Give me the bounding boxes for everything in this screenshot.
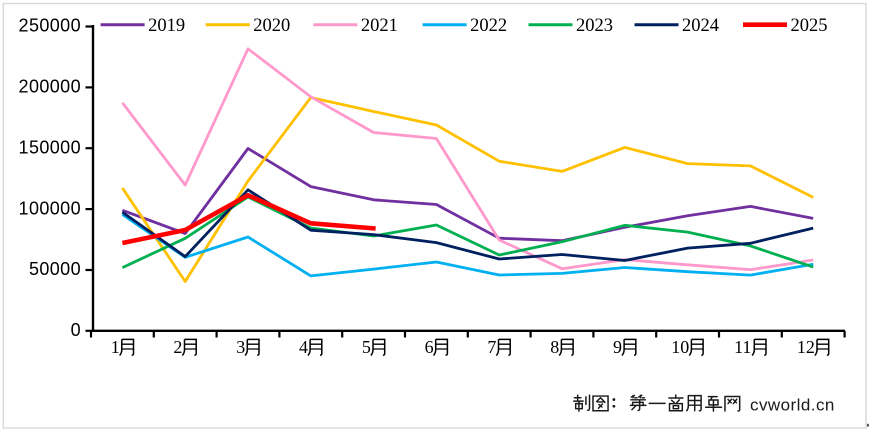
svg-text:11: 11 <box>734 337 751 357</box>
svg-text:12: 12 <box>797 337 815 357</box>
svg-text:100000: 100000 <box>19 198 81 218</box>
svg-text:6: 6 <box>425 337 434 357</box>
svg-text:5: 5 <box>362 337 371 357</box>
svg-text:2020: 2020 <box>253 16 290 36</box>
svg-text:1: 1 <box>111 337 120 357</box>
svg-text:150000: 150000 <box>19 137 81 157</box>
svg-text:2022: 2022 <box>470 16 507 36</box>
svg-text:3: 3 <box>236 337 245 357</box>
svg-text:7: 7 <box>487 337 496 357</box>
svg-text:2023: 2023 <box>576 16 613 36</box>
svg-text:0: 0 <box>71 320 81 340</box>
svg-text:2025: 2025 <box>791 16 828 36</box>
svg-text:10: 10 <box>671 337 689 357</box>
svg-text:2024: 2024 <box>682 16 719 36</box>
svg-text:4: 4 <box>299 337 308 357</box>
svg-text:cvworld.cn: cvworld.cn <box>750 395 835 414</box>
svg-text:2021: 2021 <box>361 16 398 36</box>
svg-text:50000: 50000 <box>29 259 81 279</box>
svg-text:2: 2 <box>173 337 182 357</box>
svg-text:250000: 250000 <box>19 16 81 36</box>
svg-text:9: 9 <box>613 337 622 357</box>
svg-text:2019: 2019 <box>148 16 185 36</box>
svg-text:200000: 200000 <box>19 77 81 97</box>
svg-text:8: 8 <box>550 337 559 357</box>
